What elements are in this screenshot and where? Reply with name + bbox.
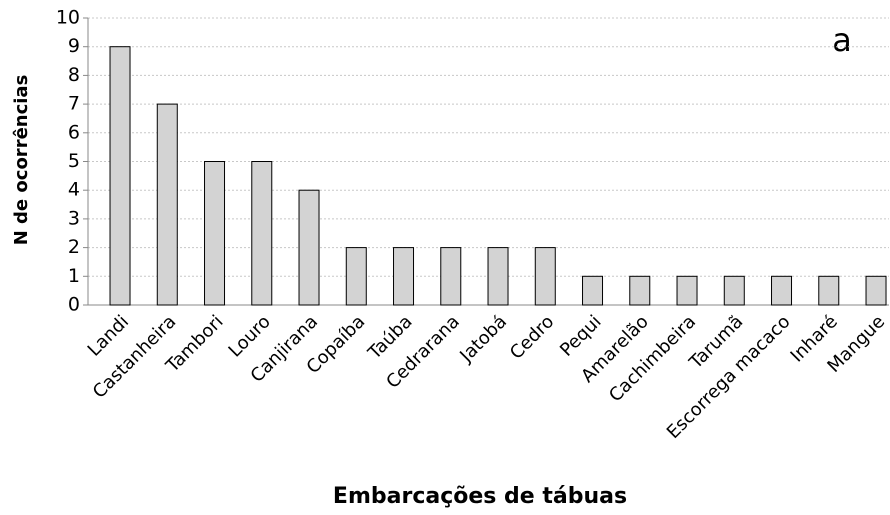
y-tick-label: 5	[68, 150, 80, 172]
y-tick-label: 10	[56, 7, 80, 29]
y-tick-label: 8	[68, 64, 80, 86]
annotation: a	[832, 21, 852, 59]
bar	[298, 189, 320, 306]
x-tick-label: Cedro	[506, 311, 558, 363]
bar	[865, 275, 887, 306]
bar	[109, 46, 131, 306]
y-tick-label: 7	[68, 93, 80, 115]
bar	[534, 247, 556, 306]
bar	[345, 247, 367, 306]
bar	[629, 275, 651, 306]
x-tick-label: Jatobá	[455, 311, 511, 367]
bar	[204, 161, 226, 306]
y-tick-label: 3	[68, 207, 80, 229]
y-tick-label: 0	[68, 294, 80, 316]
y-axis-label: N de ocorrências	[11, 75, 32, 246]
bar	[771, 275, 793, 306]
y-tick-label: 4	[68, 179, 80, 201]
bar	[440, 247, 462, 306]
y-tick-label: 2	[68, 236, 80, 258]
bar	[723, 275, 745, 306]
y-tick-label: 1	[68, 265, 80, 287]
bar	[251, 161, 273, 306]
bar	[818, 275, 840, 306]
bar	[676, 275, 698, 306]
y-tick-label: 6	[68, 121, 80, 143]
bar	[582, 275, 604, 306]
x-axis-label: Embarcações de tábuas	[333, 484, 627, 509]
y-tick-label: 9	[68, 35, 80, 57]
bar	[487, 247, 509, 306]
bar	[156, 103, 178, 306]
bar	[393, 247, 415, 306]
